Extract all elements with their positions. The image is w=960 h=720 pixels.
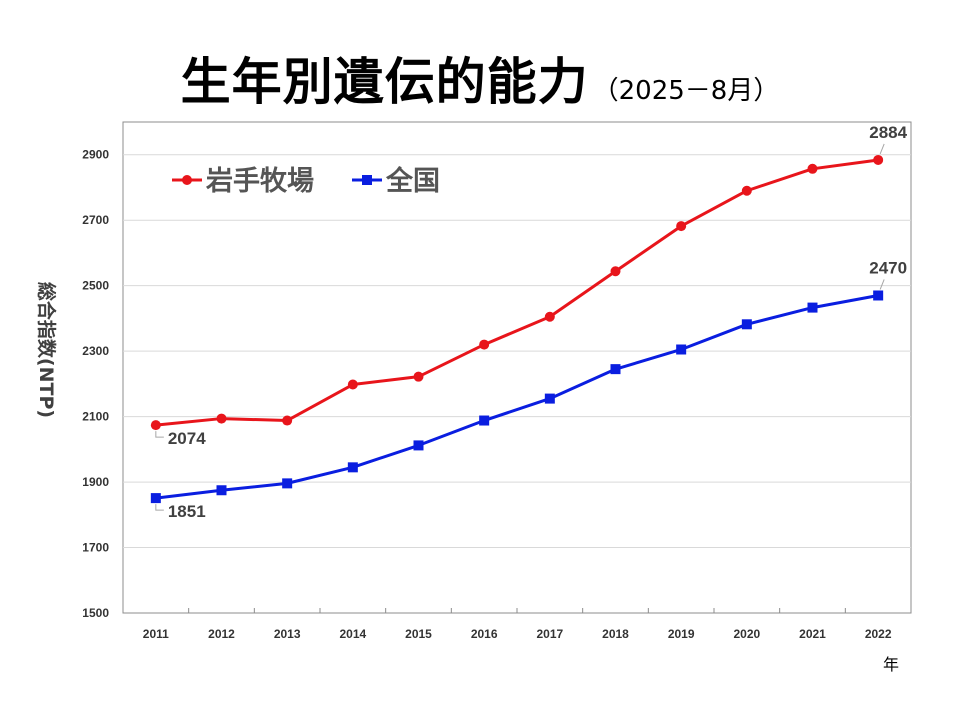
data-point — [216, 413, 227, 424]
chart-title: 生年別遺伝的能力 （2025－8月） — [0, 42, 960, 114]
y-tick-label: 1900 — [82, 475, 109, 489]
y-tick-label: 1700 — [82, 541, 109, 555]
x-tick-label: 2016 — [471, 627, 498, 641]
data-point — [413, 371, 424, 382]
x-tick-label: 2019 — [668, 627, 695, 641]
y-tick-label: 2700 — [82, 213, 109, 227]
x-tick-label: 2015 — [405, 627, 432, 641]
data-point — [676, 344, 687, 355]
x-tick-label: 2020 — [733, 627, 760, 641]
x-tick-label: 2017 — [536, 627, 563, 641]
series-line-1 — [155, 294, 879, 500]
series-line-0 — [155, 158, 879, 427]
data-point — [479, 415, 490, 426]
data-point — [807, 302, 818, 313]
x-tick-label: 2011 — [143, 627, 169, 641]
x-tick-label: 2013 — [274, 627, 301, 641]
series-lines — [150, 154, 884, 504]
data-labels: 2074 2884 1851 2470 — [155, 123, 908, 521]
data-point — [610, 364, 621, 375]
data-point — [741, 319, 752, 330]
legend-label: 全国 — [385, 165, 440, 197]
data-point — [282, 415, 293, 426]
data-point — [150, 493, 161, 504]
data-point — [873, 290, 884, 301]
x-tick-label: 2022 — [865, 627, 892, 641]
gridlines — [123, 154, 911, 549]
data-point — [873, 154, 884, 165]
y-tick-label: 2300 — [82, 344, 109, 358]
y-tick-label: 2500 — [82, 279, 109, 293]
data-point — [676, 221, 687, 232]
data-label: 1851 — [168, 502, 206, 521]
data-point — [150, 420, 161, 431]
y-tick-label: 2100 — [82, 410, 109, 424]
x-tick-label: 2021 — [799, 627, 826, 641]
data-point — [610, 266, 621, 277]
y-tick-label: 2900 — [82, 148, 109, 162]
data-label: 2074 — [168, 429, 206, 448]
chart-title-main: 生年別遺伝的能力 — [180, 53, 589, 111]
data-label: 2884 — [869, 123, 907, 142]
data-point — [741, 185, 752, 196]
data-point — [544, 311, 555, 322]
data-label-leader — [879, 279, 885, 290]
legend-swatch-marker — [362, 175, 372, 185]
legend: 岩手牧場 全国 — [172, 165, 440, 197]
data-point — [216, 485, 227, 496]
x-tick-label: 2014 — [339, 627, 366, 641]
data-point — [282, 478, 293, 489]
data-point — [807, 163, 818, 174]
data-point — [544, 393, 555, 404]
y-axis-label: 総合指数(NTP) — [35, 282, 58, 418]
chart-title-sub: （2025－8月） — [592, 76, 780, 106]
x-tick-label: 2018 — [602, 627, 629, 641]
legend-swatch-marker — [182, 175, 192, 185]
x-tick-label: 2012 — [208, 627, 235, 641]
data-label-leader — [879, 143, 885, 155]
data-point — [413, 440, 424, 451]
x-axis-ticks: 2011 2012 2013 2014 2015 2016 2017 2018 2019 2020… — [143, 608, 892, 641]
data-point — [479, 339, 490, 350]
legend-label: 岩手牧場 — [205, 166, 314, 197]
data-label-leader — [155, 431, 164, 438]
y-axis-ticks: 1500 1700 1900 2100 2300 2500 2700 2900 — [82, 148, 109, 620]
data-label-leader — [155, 504, 164, 511]
data-label: 2470 — [869, 258, 907, 277]
x-axis-unit-label: 年 — [883, 655, 899, 674]
data-point — [347, 379, 358, 390]
plot-area — [122, 121, 912, 614]
data-point — [347, 462, 358, 473]
y-tick-label: 1500 — [82, 606, 109, 620]
